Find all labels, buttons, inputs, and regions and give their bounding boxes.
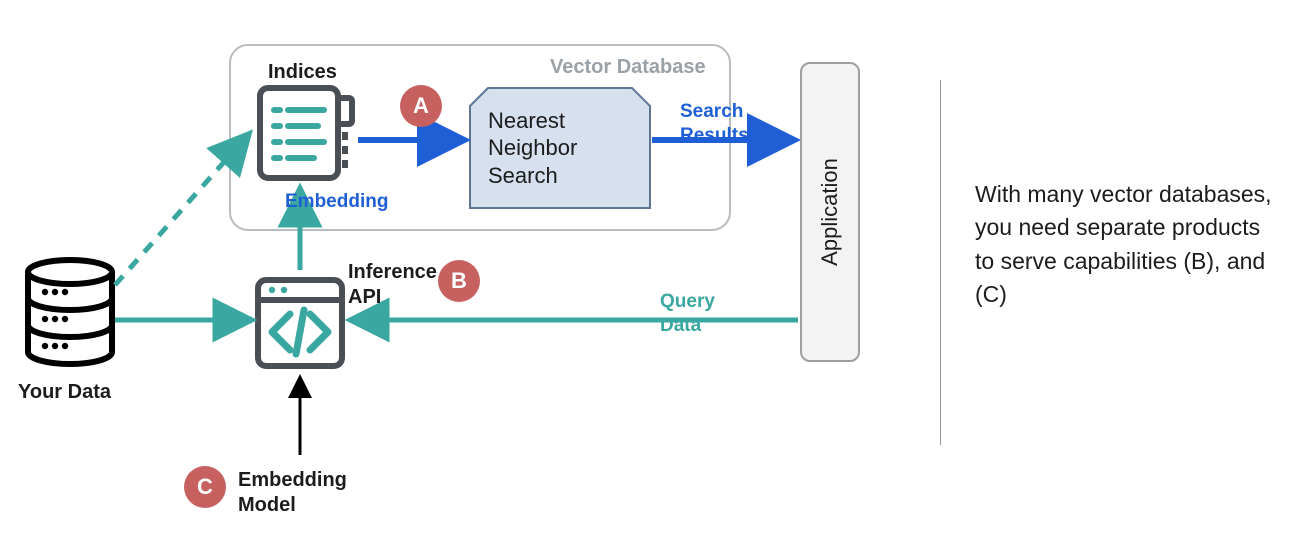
arrow-data-to-indices — [115, 135, 248, 285]
your-data-label: Your Data — [18, 380, 111, 405]
embedding-model-label: Embedding Model — [238, 468, 347, 518]
inference-api-label: Inference API — [348, 260, 437, 310]
badge-c: C — [184, 466, 226, 508]
search-results-label: Search Results — [680, 100, 749, 148]
application-box: Application — [800, 62, 860, 362]
badge-a: A — [400, 85, 442, 127]
embedding-label: Embedding — [285, 190, 388, 214]
side-note: With many vector databases, you need sep… — [975, 178, 1285, 311]
database-icon — [28, 260, 112, 364]
indices-icon — [260, 88, 352, 178]
inference-api-icon — [258, 280, 342, 366]
application-label: Application — [817, 158, 843, 266]
indices-label: Indices — [268, 60, 337, 85]
query-data-label: Query Data — [660, 290, 715, 338]
nns-box: Nearest Neighbor Search — [470, 88, 650, 208]
section-divider — [940, 80, 941, 445]
nns-label: Nearest Neighbor Search — [488, 107, 650, 190]
badge-b: B — [438, 260, 480, 302]
vector-database-label: Vector Database — [550, 55, 706, 80]
